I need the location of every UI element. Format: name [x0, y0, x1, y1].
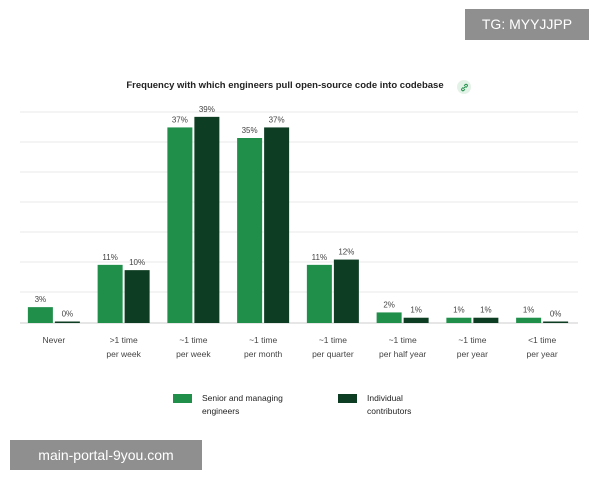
bar-s1-c4 — [333, 259, 359, 323]
legend-label-individual-line1: Individual — [367, 393, 403, 403]
watermark-bottom: main-portal-9you.com — [10, 440, 202, 470]
x-tick-label-c2-l0: ~1 time — [179, 335, 207, 345]
data-label-s0-c3: 35% — [242, 126, 258, 135]
link-icon[interactable] — [457, 80, 471, 94]
data-label-s0-c1: 11% — [102, 253, 117, 262]
legend-swatch-senior — [173, 394, 192, 403]
bar-s1-c1 — [124, 270, 150, 323]
chart-title-text: Frequency with which engineers pull open… — [126, 80, 444, 91]
watermark-top: TG: MYYJJPP — [465, 9, 589, 40]
x-tick-label-c5-l1: per half year — [379, 349, 426, 359]
x-tick-label-c1-l0: >1 time — [110, 335, 138, 345]
bar-s0-c3 — [237, 138, 263, 323]
data-label-s0-c6: 1% — [453, 306, 465, 315]
legend-label-senior: Senior and managing engineers — [202, 392, 302, 418]
bar-s0-c2 — [167, 127, 193, 323]
bar-s0-c0 — [27, 307, 53, 323]
x-tick-label-c3-l0: ~1 time — [249, 335, 277, 345]
legend-item-individual: Individual contributors — [338, 392, 467, 418]
bar-s0-c6 — [446, 317, 472, 323]
data-label-s0-c0: 3% — [35, 295, 47, 304]
x-tick-label-c6-l1: per year — [457, 349, 488, 359]
data-label-s1-c7: 0% — [550, 310, 562, 319]
legend-label-senior-line2: engineers — [202, 406, 240, 416]
data-label-s0-c2: 37% — [172, 115, 188, 124]
bars — [27, 116, 569, 323]
data-label-s0-c4: 11% — [312, 253, 327, 262]
data-label-s0-c5: 2% — [383, 300, 395, 309]
bar-s0-c5 — [376, 312, 402, 323]
data-label-s1-c1: 10% — [129, 258, 145, 267]
data-label-s1-c0: 0% — [62, 310, 74, 319]
bar-s0-c1 — [97, 264, 123, 323]
bar-s1-c0 — [54, 321, 80, 323]
x-tick-labels: Never >1 time per week ~1 time per week ~1 ti… — [43, 335, 558, 359]
data-labels: 3% 0% 11% 10% 37% 39% 35% 37% 11% 12% 2% 1% 1% 1% 1% 0% — [35, 105, 562, 319]
data-label-s1-c2: 39% — [199, 105, 215, 114]
bar-s1-c7 — [543, 321, 569, 323]
legend-label-individual: Individual contributors — [367, 392, 467, 418]
bar-s1-c3 — [264, 127, 290, 323]
bar-s1-c6 — [473, 317, 499, 323]
bar-s0-c7 — [516, 317, 542, 323]
x-tick-label-c7-l0: <1 time — [528, 335, 556, 345]
legend-item-senior: Senior and managing engineers — [173, 392, 302, 418]
bar-s1-c5 — [403, 317, 429, 323]
legend-label-individual-line2: contributors — [367, 406, 412, 416]
x-tick-label-c4-l1: per quarter — [312, 349, 354, 359]
x-tick-label-c7-l1: per year — [527, 349, 558, 359]
x-tick-label-c0-l0: Never — [43, 335, 66, 345]
x-tick-label-c6-l0: ~1 time — [458, 335, 486, 345]
x-tick-label-c1-l1: per week — [106, 349, 141, 359]
data-label-s0-c7: 1% — [523, 306, 535, 315]
data-label-s1-c6: 1% — [480, 306, 492, 315]
chart-title: Frequency with which engineers pull open… — [0, 80, 600, 91]
x-tick-label-c2-l1: per week — [176, 349, 211, 359]
data-label-s1-c3: 37% — [269, 115, 285, 124]
data-label-s1-c5: 1% — [410, 306, 422, 315]
x-tick-label-c5-l0: ~1 time — [389, 335, 417, 345]
x-tick-label-c3-l1: per month — [244, 349, 283, 359]
legend-swatch-individual — [338, 394, 357, 403]
legend-label-senior-line1: Senior and managing — [202, 393, 283, 403]
bar-s0-c4 — [306, 264, 332, 323]
data-label-s1-c4: 12% — [338, 248, 354, 257]
link-icon-glyph — [460, 83, 468, 91]
x-tick-label-c4-l0: ~1 time — [319, 335, 347, 345]
bar-s1-c2 — [194, 116, 220, 323]
